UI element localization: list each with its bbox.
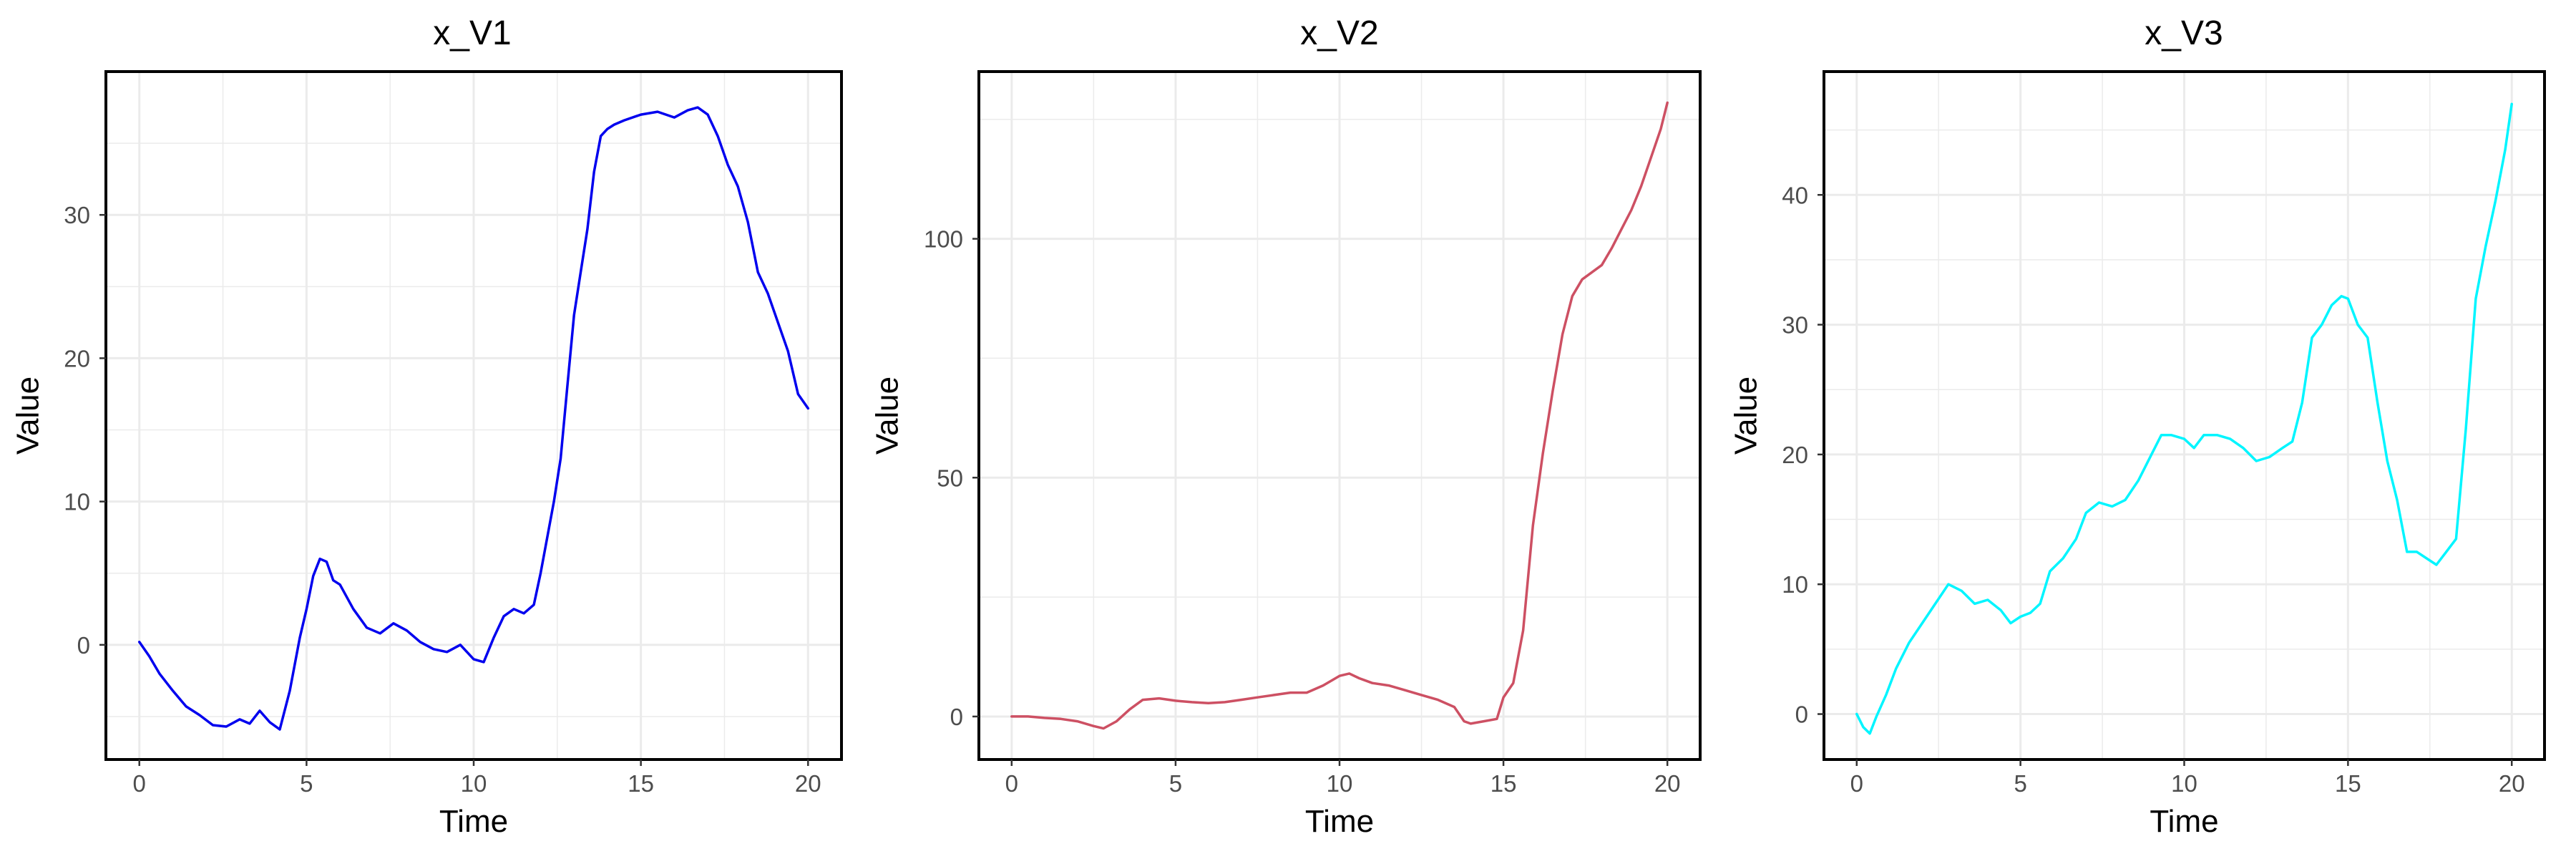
y-tick-label: 30: [1782, 312, 1808, 339]
panel-title: x_V1: [433, 14, 511, 52]
x-tick-label: 15: [1491, 770, 1517, 797]
x-tick-label: 0: [1005, 770, 1018, 797]
y-axis-title: Value: [1729, 377, 1764, 455]
x-tick-label: 20: [1654, 770, 1681, 797]
x-tick-label: 10: [1327, 770, 1353, 797]
panel-x_V1: 0 5 10 15 20 0 10 20 30 x_V1 Time Value: [11, 14, 843, 839]
x-axis-title: Time: [1305, 804, 1374, 839]
y-tick-label: 30: [64, 202, 90, 228]
series-line: [137, 106, 810, 731]
x-axis-title: Time: [439, 804, 508, 839]
x-axis-title: Time: [2150, 804, 2218, 839]
x-tick-label: 20: [795, 770, 821, 797]
y-tick-label: 20: [1782, 442, 1808, 468]
y-tick-label: 10: [1782, 571, 1808, 598]
y-tick-label: 20: [64, 345, 90, 372]
y-tick-label: 0: [950, 704, 963, 730]
x-tick-label: 15: [628, 770, 654, 797]
y-axis-title: Value: [11, 377, 46, 455]
panel-title: x_V2: [1300, 14, 1378, 52]
x-tick-label: 5: [2014, 770, 2026, 797]
x-tick-label: 0: [133, 770, 146, 797]
panel-title: x_V3: [2145, 14, 2223, 52]
y-tick-label: 0: [77, 632, 90, 659]
series-line: [1010, 101, 1669, 730]
x-tick-label: 0: [1850, 770, 1863, 797]
x-tick-label: 20: [2499, 770, 2525, 797]
y-tick-label: 50: [937, 465, 963, 491]
y-tick-label: 0: [1795, 702, 1808, 728]
x-tick-label: 15: [2335, 770, 2361, 797]
y-axis-title: Value: [870, 377, 905, 455]
panel-x_V2: 0 5 10 15 20 0 50 100 x_V2 Time Value: [870, 14, 1702, 839]
series-line: [1855, 102, 2513, 735]
y-tick-label: 40: [1782, 182, 1808, 208]
panel-x_V3: 0 5 10 15 20 0 10 20 30 40 x_V3 Time Value: [1729, 14, 2546, 839]
x-tick-label: 10: [461, 770, 487, 797]
x-tick-label: 5: [300, 770, 313, 797]
y-tick-label: 100: [924, 226, 963, 253]
y-tick-label: 10: [64, 489, 90, 515]
x-tick-label: 5: [1169, 770, 1182, 797]
x-tick-label: 10: [2171, 770, 2197, 797]
